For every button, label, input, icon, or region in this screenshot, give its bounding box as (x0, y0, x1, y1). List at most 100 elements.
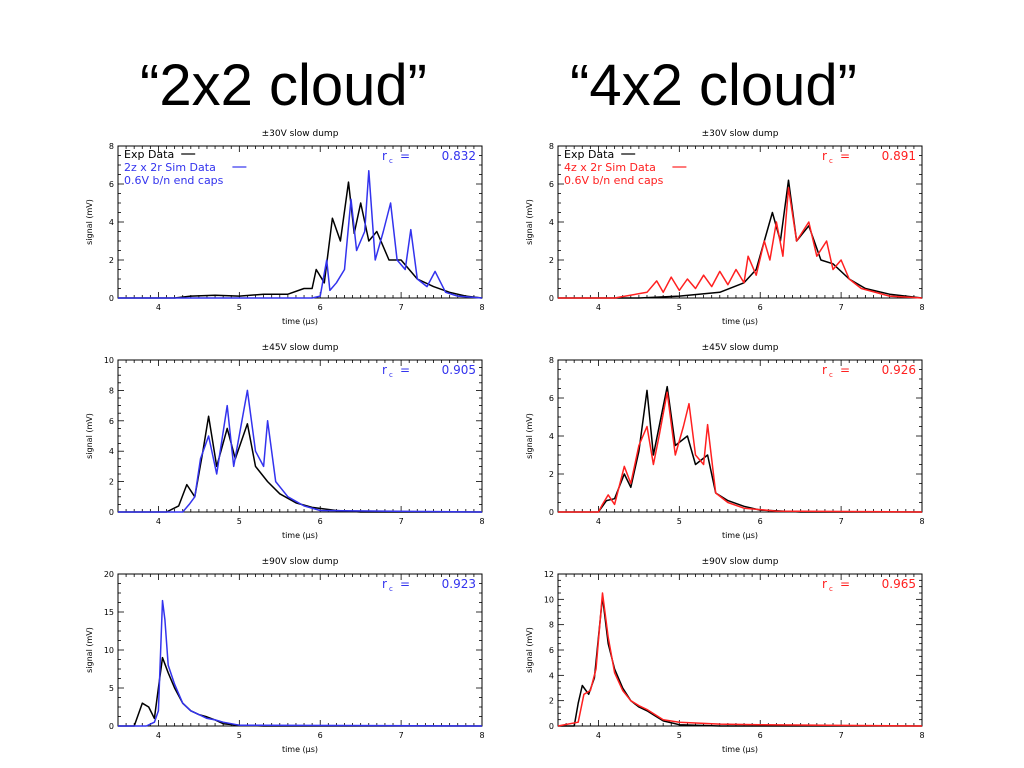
y-tick-label: 4 (109, 218, 114, 227)
chart-title: ±90V slow dump (262, 557, 339, 567)
y-tick-label: 2 (109, 256, 114, 265)
x-tick-label: 5 (677, 303, 682, 312)
y-tick-label: 12 (544, 570, 554, 579)
series-line-sim-data (558, 391, 923, 513)
chart-title: ±45V slow dump (702, 343, 779, 353)
y-tick-label: 8 (549, 142, 554, 151)
series-line-sim-data (118, 389, 483, 513)
y-tick-label: 2 (549, 256, 554, 265)
chart-svg: ±45V slow dump 4 5 6 7 8 0 2 4 6 8 time (µs) signal … (525, 343, 925, 540)
x-tick-label: 4 (596, 731, 601, 740)
y-axis-label: signal (mV) (85, 413, 94, 459)
y-tick-label: 4 (549, 218, 554, 227)
y-axis-label: signal (mV) (525, 413, 534, 459)
series-line-exp-data (118, 181, 483, 299)
x-tick-label: 6 (318, 517, 323, 526)
annotation-r-subscript: c (829, 371, 833, 379)
x-axis-label: time (µs) (722, 317, 758, 326)
annotation-r-symbol: r (822, 149, 827, 163)
legend-label: Exp Data (124, 148, 174, 161)
legend-label: 0.6V b/n end caps (124, 174, 224, 187)
chart-panel-4x2-90v: ±90V slow dump 4 5 6 7 8 0 2 4 6 8 10 12 time (µs) sig… (520, 550, 940, 760)
y-tick-label: 4 (549, 671, 554, 680)
chart-svg: ±30V slow dump 4 5 6 7 8 0 2 4 6 8 time (µs) signal … (525, 129, 925, 326)
x-tick-label: 4 (596, 517, 601, 526)
heading-4x2-cloud: “4x2 cloud” (570, 53, 857, 118)
annotation-r-symbol: r (822, 363, 827, 377)
annotation-r-subscript: c (389, 371, 393, 379)
x-tick-label: 4 (156, 303, 161, 312)
y-tick-label: 6 (549, 394, 554, 403)
annotation-r-symbol: r (382, 149, 387, 163)
x-axis-label: time (µs) (282, 745, 318, 754)
series-line-exp-data (118, 656, 482, 727)
y-tick-label: 0 (549, 294, 554, 303)
y-tick-label: 8 (109, 386, 114, 395)
series-line-exp-data (558, 385, 922, 513)
y-tick-label: 6 (109, 180, 114, 189)
y-tick-label: 2 (549, 470, 554, 479)
x-tick-label: 5 (677, 731, 682, 740)
x-tick-label: 6 (758, 731, 763, 740)
x-tick-label: 8 (479, 517, 484, 526)
y-tick-label: 8 (109, 142, 114, 151)
chart-panel-2x2-30v: ±30V slow dump 4 5 6 7 8 0 2 4 6 8 time (µs) signal … (80, 122, 500, 332)
y-axis-label: signal (mV) (85, 627, 94, 673)
annotation-equals: = (840, 577, 850, 591)
x-tick-label: 5 (237, 517, 242, 526)
y-tick-label: 6 (549, 180, 554, 189)
x-tick-label: 7 (399, 517, 404, 526)
annotation-r-symbol: r (382, 363, 387, 377)
x-tick-label: 5 (677, 517, 682, 526)
y-tick-label: 4 (549, 432, 554, 441)
series-line-sim-data (558, 187, 923, 299)
y-tick-label: 8 (549, 356, 554, 365)
chart-panel-4x2-45v: ±45V slow dump 4 5 6 7 8 0 2 4 6 8 time (µs) signal … (520, 336, 940, 546)
x-tick-label: 7 (839, 731, 844, 740)
chart-title: ±90V slow dump (702, 557, 779, 567)
annotation-value: 0.923 (442, 577, 476, 591)
chart-panel-2x2-90v: ±90V slow dump 4 5 6 7 8 0 5 10 15 20 time (µs) sign… (80, 550, 500, 760)
series-line-exp-data (118, 415, 482, 513)
chart-title: ±30V slow dump (262, 129, 339, 139)
x-tick-label: 4 (596, 303, 601, 312)
x-tick-label: 8 (479, 731, 484, 740)
y-tick-label: 8 (549, 621, 554, 630)
chart-svg: ±45V slow dump 4 5 6 7 8 0 2 4 6 8 10 time (µs) signa… (85, 343, 485, 540)
series-line-sim-data (118, 599, 483, 727)
x-tick-label: 8 (919, 517, 924, 526)
chart-panel-2x2-45v: ±45V slow dump 4 5 6 7 8 0 2 4 6 8 10 time (µs) signa… (80, 336, 500, 546)
annotation-value: 0.891 (882, 149, 916, 163)
x-tick-label: 7 (399, 303, 404, 312)
y-tick-label: 6 (549, 646, 554, 655)
y-tick-label: 0 (549, 722, 554, 731)
legend-label: 4z x 2r Sim Data (564, 161, 656, 174)
series-line-sim-data (557, 592, 923, 727)
chart-svg: ±90V slow dump 4 5 6 7 8 0 2 4 6 8 10 12 time (µs) sig… (525, 557, 925, 754)
plot-frame (117, 573, 483, 727)
x-tick-label: 4 (156, 731, 161, 740)
x-tick-label: 7 (399, 731, 404, 740)
y-tick-label: 2 (109, 478, 114, 487)
legend-label: Exp Data (564, 148, 614, 161)
chart-svg: ±90V slow dump 4 5 6 7 8 0 5 10 15 20 time (µs) sign… (85, 557, 485, 754)
y-tick-label: 4 (109, 447, 114, 456)
chart-title: ±30V slow dump (702, 129, 779, 139)
y-axis-label: signal (mV) (525, 199, 534, 245)
y-tick-label: 6 (109, 417, 114, 426)
x-tick-label: 7 (839, 303, 844, 312)
annotation-r-symbol: r (822, 577, 827, 591)
plot-frame (557, 573, 923, 727)
annotation-r-subscript: c (389, 157, 393, 165)
y-tick-label: 15 (104, 608, 114, 617)
y-tick-label: 10 (544, 595, 554, 604)
annotation-value: 0.832 (442, 149, 476, 163)
x-tick-label: 5 (237, 731, 242, 740)
plot-frame (557, 359, 923, 513)
heading-2x2-cloud: “2x2 cloud” (140, 53, 427, 118)
y-tick-label: 0 (109, 294, 114, 303)
y-tick-label: 0 (549, 508, 554, 517)
x-axis-label: time (µs) (282, 531, 318, 540)
x-axis-label: time (µs) (722, 745, 758, 754)
y-tick-label: 10 (104, 646, 114, 655)
